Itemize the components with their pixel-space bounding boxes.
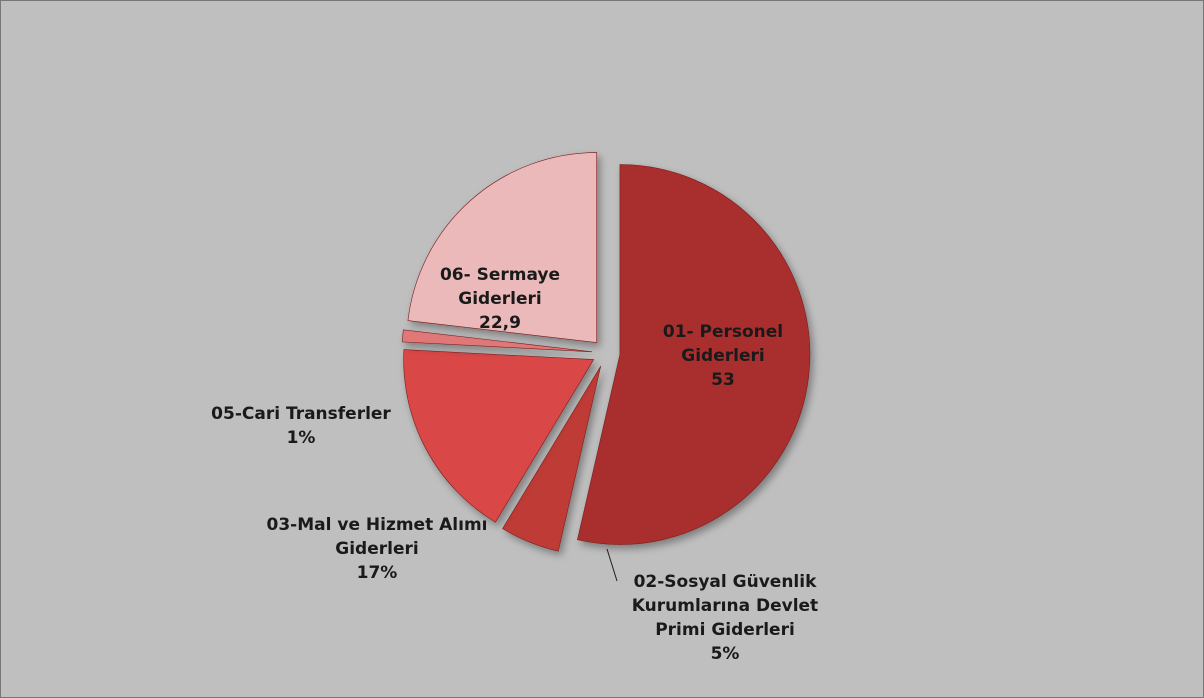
value-label: 22,9 (479, 313, 521, 333)
category-label: 03-Mal ve Hizmet Alımı Giderleri (266, 515, 488, 559)
pie-slice (403, 349, 595, 523)
pie-slice (407, 152, 597, 343)
slice-label: 02-Sosyal Güvenlik Kurumlarına Devlet Pr… (605, 570, 845, 666)
category-label: 01- Personel Giderleri (662, 322, 784, 366)
category-label: 06- Sermaye Giderleri (439, 265, 561, 309)
value-label: 53 (711, 370, 735, 390)
slice-label: 03-Mal ve Hizmet Alımı Giderleri 17% (262, 513, 492, 585)
value-label: 1% (286, 428, 316, 448)
slice-label: 01- Personel Giderleri 53 (648, 320, 798, 392)
slice-label: 06- Sermaye Giderleri 22,9 (425, 263, 575, 335)
pie-slice (401, 329, 593, 353)
category-label: 05-Cari Transferler (211, 404, 391, 424)
value-label: 17% (356, 563, 398, 583)
pie-slice (577, 164, 811, 545)
leader-line (606, 548, 618, 582)
category-label: 02-Sosyal Güvenlik Kurumlarına Devlet Pr… (631, 572, 819, 640)
pie-slice (502, 365, 602, 552)
value-label: 5% (710, 644, 740, 664)
slice-label: 05-Cari Transferler 1% (186, 402, 416, 450)
